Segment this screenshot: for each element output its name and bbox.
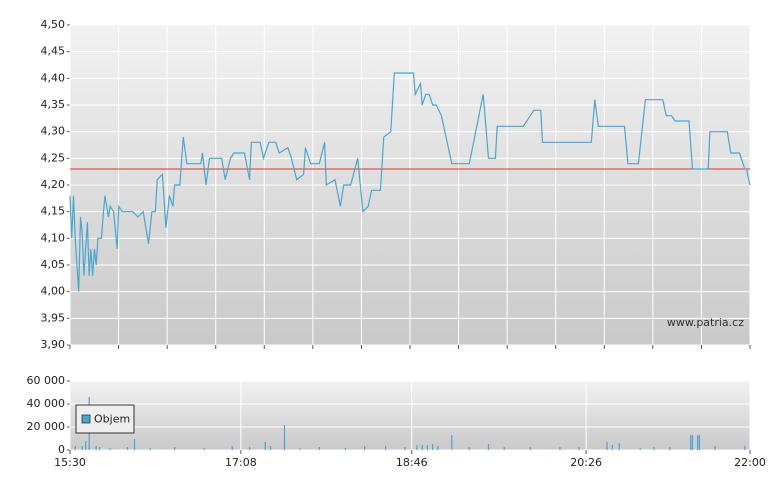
- volume-bar: [487, 444, 490, 450]
- y-tick-label: 40 000: [27, 397, 66, 410]
- y-tick-label: 4,25: [41, 151, 66, 164]
- legend-label: Objem: [94, 413, 130, 426]
- volume-bar: [99, 447, 101, 450]
- watermark: www.patria.cz: [667, 316, 744, 329]
- x-tick-label: 17:08: [225, 456, 257, 469]
- volume-bar: [690, 435, 692, 450]
- y-tick-label: 60 000: [27, 374, 66, 387]
- volume-bar: [432, 444, 434, 450]
- volume-bar: [611, 445, 613, 450]
- volume-bar: [529, 447, 531, 450]
- volume-bar: [503, 447, 505, 450]
- volume-bar: [578, 447, 580, 450]
- y-tick-label: 4,40: [41, 71, 66, 84]
- volume-bar: [384, 445, 387, 450]
- volume-bar: [109, 448, 111, 450]
- volume-bar: [126, 447, 129, 450]
- volume-bar: [437, 445, 439, 450]
- volume-bar: [559, 447, 561, 450]
- price-line: [69, 72, 751, 292]
- volume-bar: [714, 445, 716, 450]
- volume-bar: [639, 448, 641, 450]
- y-tick-label: 20 000: [27, 420, 66, 433]
- volume-bar: [344, 448, 347, 450]
- volume-bar: [691, 435, 694, 450]
- volume-bar: [421, 445, 423, 450]
- volume-bar: [669, 447, 671, 450]
- volume-bar: [269, 445, 272, 450]
- volume-bar: [416, 445, 418, 450]
- x-tick-label: 20:26: [570, 456, 602, 469]
- volume-bar: [468, 447, 470, 450]
- y-tick-label: 4,15: [41, 205, 66, 218]
- x-tick-label: 18:46: [396, 456, 428, 469]
- volume-bar: [264, 441, 266, 450]
- y-tick-label: 4,00: [41, 285, 66, 298]
- volume-bar: [606, 441, 608, 450]
- y-tick-label: 4,20: [41, 178, 66, 191]
- y-tick-label: 3,90: [41, 338, 66, 351]
- y-tick-label: 4,45: [41, 45, 66, 58]
- volume-bar: [133, 438, 136, 450]
- volume-bar: [174, 447, 176, 450]
- volume-bar: [283, 425, 286, 450]
- volume-bar: [81, 445, 83, 450]
- legend-swatch: [81, 414, 91, 424]
- volume-bar: [404, 447, 406, 450]
- y-tick-label: 4,50: [41, 18, 66, 31]
- volume-bar: [318, 447, 320, 450]
- volume-bar: [149, 448, 151, 450]
- y-tick-label: 4,10: [41, 231, 66, 244]
- volume-bar: [697, 435, 699, 450]
- x-tick-label: 22:00: [734, 456, 766, 469]
- volume-bar: [653, 447, 655, 450]
- volume-bar: [299, 448, 301, 450]
- y-tick-label: 3,95: [41, 311, 66, 324]
- y-tick-label: 4,30: [41, 125, 66, 138]
- y-tick-label: 0: [58, 443, 65, 456]
- plot-background: [70, 381, 750, 450]
- volume-bar: [744, 445, 746, 450]
- volume-bar: [248, 447, 251, 450]
- volume-bar: [451, 435, 453, 450]
- volume-bar: [231, 445, 233, 450]
- y-tick-label: 4,05: [41, 258, 66, 271]
- x-tick-label: 15:30: [54, 456, 86, 469]
- volume-bar: [698, 435, 701, 450]
- volume-bar: [426, 445, 429, 450]
- volume-bar: [203, 448, 205, 450]
- volume-bar: [95, 445, 97, 450]
- volume-bar: [85, 441, 87, 450]
- volume-bar: [618, 443, 620, 450]
- volume-bar: [74, 445, 76, 450]
- y-tick-label: 4,35: [41, 98, 66, 111]
- volume-bar: [364, 445, 366, 450]
